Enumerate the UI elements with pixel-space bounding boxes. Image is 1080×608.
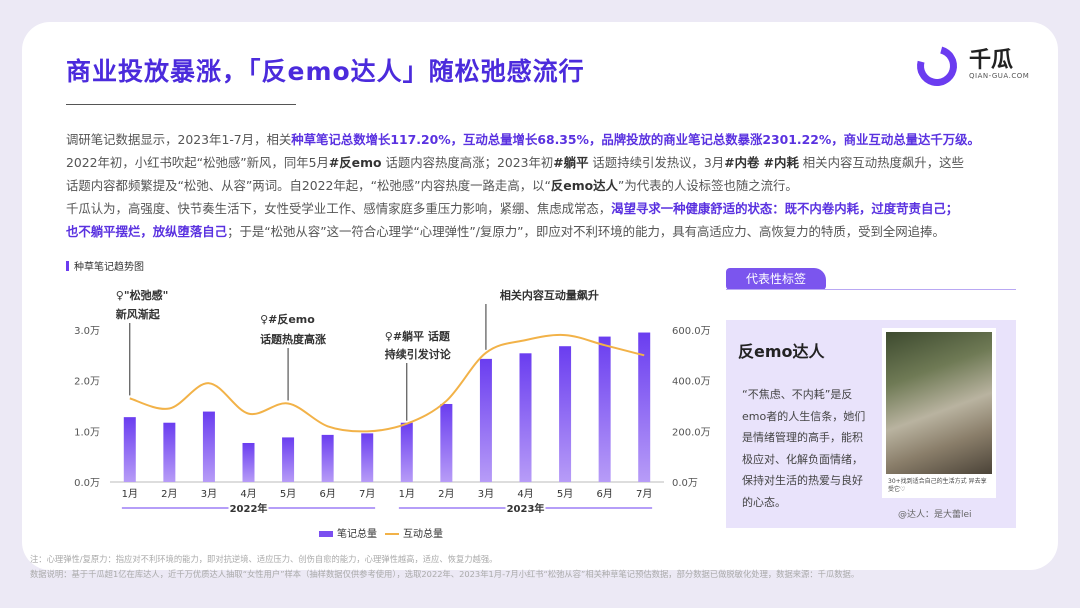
x-tick-label: 5月 xyxy=(557,488,573,500)
highlight-state: 渴望寻求一种健康舒适的状态：既不内卷内耗，过度苛责自己； xyxy=(611,201,959,216)
highlight-stats: 种草笔记总数增长117.20%，互动总量增长68.35%，品牌投放的商业笔记总数… xyxy=(291,132,980,147)
text-span: 话题持续引发热议，3月 xyxy=(588,155,725,170)
bar-notes xyxy=(440,403,453,482)
bar-notes xyxy=(242,442,255,482)
bar-notes xyxy=(638,332,651,482)
text-span: ”为代表的人设标签也随之流行。 xyxy=(617,178,798,193)
x-tick-label: 1月 xyxy=(122,488,138,500)
x-tick-label: 6月 xyxy=(319,488,335,500)
group-label: 2022年 xyxy=(230,502,268,515)
text-span: 调研笔记数据显示，2023年1-7月，相关 xyxy=(66,132,292,147)
x-tick-label: 4月 xyxy=(517,488,533,500)
paragraph-line-5: 也不躺平摆烂，放纵堕落自己；于是“松弛从容”这一符合心理学“心理弹性”/复原力”… xyxy=(66,220,1046,243)
line-interactions xyxy=(129,333,645,433)
x-tick-label: 2月 xyxy=(161,488,177,500)
annotation-text: ♀#反emo xyxy=(260,312,315,326)
paragraph-line-4: 千瓜认为，高强度、快节奏生活下，女性受学业工作、感情家庭多重压力影响，紧绷、焦虑… xyxy=(66,197,1046,220)
y-left-tick: 3.0万 xyxy=(74,326,100,337)
y-right-tick: 0.0万 xyxy=(672,478,698,489)
title-underline xyxy=(66,104,296,105)
y-left-tick: 0.0万 xyxy=(74,478,100,489)
x-tick-label: 7月 xyxy=(359,488,375,500)
bar-notes xyxy=(282,437,295,482)
text-span: 话题内容热度高涨；2023年初 xyxy=(381,155,554,170)
persona-photo xyxy=(886,332,992,474)
paragraph-line-2: 2022年初，小红书吹起“松弛感”新风，同年5月#反emo 话题内容热度高涨；2… xyxy=(66,151,1046,174)
tag-label: 代表性标签 xyxy=(726,268,826,290)
bar-notes xyxy=(163,422,176,482)
photo-caption: 30+找到适合自己的生活方式 异去享受它♡ xyxy=(888,478,987,493)
x-tick-label: 2月 xyxy=(438,488,454,500)
persona-mention: 反emo达人 xyxy=(550,178,618,193)
y-right-tick: 200.0万 xyxy=(672,427,711,438)
y-right-tick: 600.0万 xyxy=(672,326,711,337)
hashtag-tangping: #躺平 xyxy=(553,155,589,170)
group-label: 2023年 xyxy=(507,502,545,515)
legend-bar-label: 笔记总量 xyxy=(337,527,377,540)
hashtag-neijuan: #内卷 #内耗 xyxy=(724,155,799,170)
page-title: 商业投放暴涨，「反emo达人」随松弛感流行 xyxy=(66,57,585,86)
x-tick-label: 7月 xyxy=(636,488,652,500)
annotation-text: 话题热度高涨 xyxy=(260,332,326,346)
x-tick-label: 6月 xyxy=(596,488,612,500)
section-bar-icon xyxy=(66,261,69,271)
bar-notes xyxy=(123,417,136,482)
x-tick-label: 5月 xyxy=(280,488,296,500)
persona-author: @达人：是大蕾lei xyxy=(898,510,972,520)
paragraph-line-1: 调研笔记数据显示，2023年1-7月，相关种草笔记总数增长117.20%，互动总… xyxy=(66,128,1046,151)
annotation-text: ♀"松弛感" xyxy=(116,288,169,302)
annotation-text: 新风渐起 xyxy=(116,307,161,321)
hashtag-fanemo: #反emo xyxy=(328,155,382,170)
x-tick-label: 3月 xyxy=(478,488,494,500)
footnote: 注：心理弹性/复原力：指应对不利环境的能力，即对抗逆境、适应压力、创伤自愈的能力… xyxy=(30,554,498,564)
bar-notes xyxy=(361,433,374,482)
legend-line-label: 互动总量 xyxy=(403,527,443,540)
y-left-tick: 1.0万 xyxy=(74,427,100,438)
bar-notes xyxy=(598,336,611,482)
text-span: 相关内容互动热度飙升，这些 xyxy=(798,155,964,170)
text-span: 话题内容都频繁提及“松弛、从容”两词。自2022年起，“松弛感”内容热度一路走高… xyxy=(66,178,551,193)
text-span: 2022年初，小红书吹起“松弛感”新风，同年5月 xyxy=(66,155,329,170)
bar-notes xyxy=(202,411,215,482)
chart-section-title: 种草笔记趋势图 xyxy=(74,262,144,273)
bar-notes xyxy=(479,358,492,482)
chart-section-label: 种草笔记趋势图 xyxy=(66,258,144,273)
tag-divider xyxy=(726,289,1016,290)
bar-notes xyxy=(559,346,572,482)
x-tick-label: 1月 xyxy=(399,488,415,500)
logo-name: 千瓜 xyxy=(969,48,1014,73)
x-tick-label: 3月 xyxy=(201,488,217,500)
annotation-text: 相关内容互动量飙升 xyxy=(500,288,599,302)
annotation-text: 持续引发讨论 xyxy=(385,347,452,361)
bar-notes xyxy=(400,422,413,482)
y-right-tick: 400.0万 xyxy=(672,377,711,388)
brand-logo: 千瓜 QIAN-GUA.COM xyxy=(909,38,1037,94)
bar-notes xyxy=(321,434,334,482)
trend-chart: 0.0万 1.0万 2.0万 3.0万 0.0万 200.0万 400.0万 600.0万 1月… xyxy=(74,285,711,540)
annotation-text: ♀#内卷 、#内耗 xyxy=(486,285,571,286)
bar-notes xyxy=(519,353,532,482)
highlight-state: 也不躺平摆烂，放纵堕落自己 xyxy=(66,224,228,239)
logo-subtitle: QIAN-GUA.COM xyxy=(969,72,1030,80)
data-note: 数据说明：基于千瓜超1亿在库达人，近千万优质达人抽取“女性用户”样本（抽样数据仅… xyxy=(30,569,860,579)
legend-bar-swatch xyxy=(319,531,333,537)
y-left-tick: 2.0万 xyxy=(74,377,100,388)
persona-title: 反emo达人 xyxy=(738,342,825,361)
paragraph-line-3: 话题内容都频繁提及“松弛、从容”两词。自2022年起，“松弛感”内容热度一路走高… xyxy=(66,174,1046,197)
text-span: ；于是“松弛从容”这一符合心理学“心理弹性”/复原力”，即应对不利环境的能力，具… xyxy=(227,224,945,239)
persona-body: “不焦虑、不内耗”是反emo者的人生信条，她们是情绪管理的高手，能积极应对、化解… xyxy=(742,388,866,509)
x-tick-label: 4月 xyxy=(240,488,256,500)
text-span: 千瓜认为，高强度、快节奏生活下，女性受学业工作、感情家庭多重压力影响，紧绷、焦虑… xyxy=(66,201,612,216)
logo-ring-icon xyxy=(909,38,965,94)
annotation-text: ♀#躺平 话题 xyxy=(385,329,451,343)
